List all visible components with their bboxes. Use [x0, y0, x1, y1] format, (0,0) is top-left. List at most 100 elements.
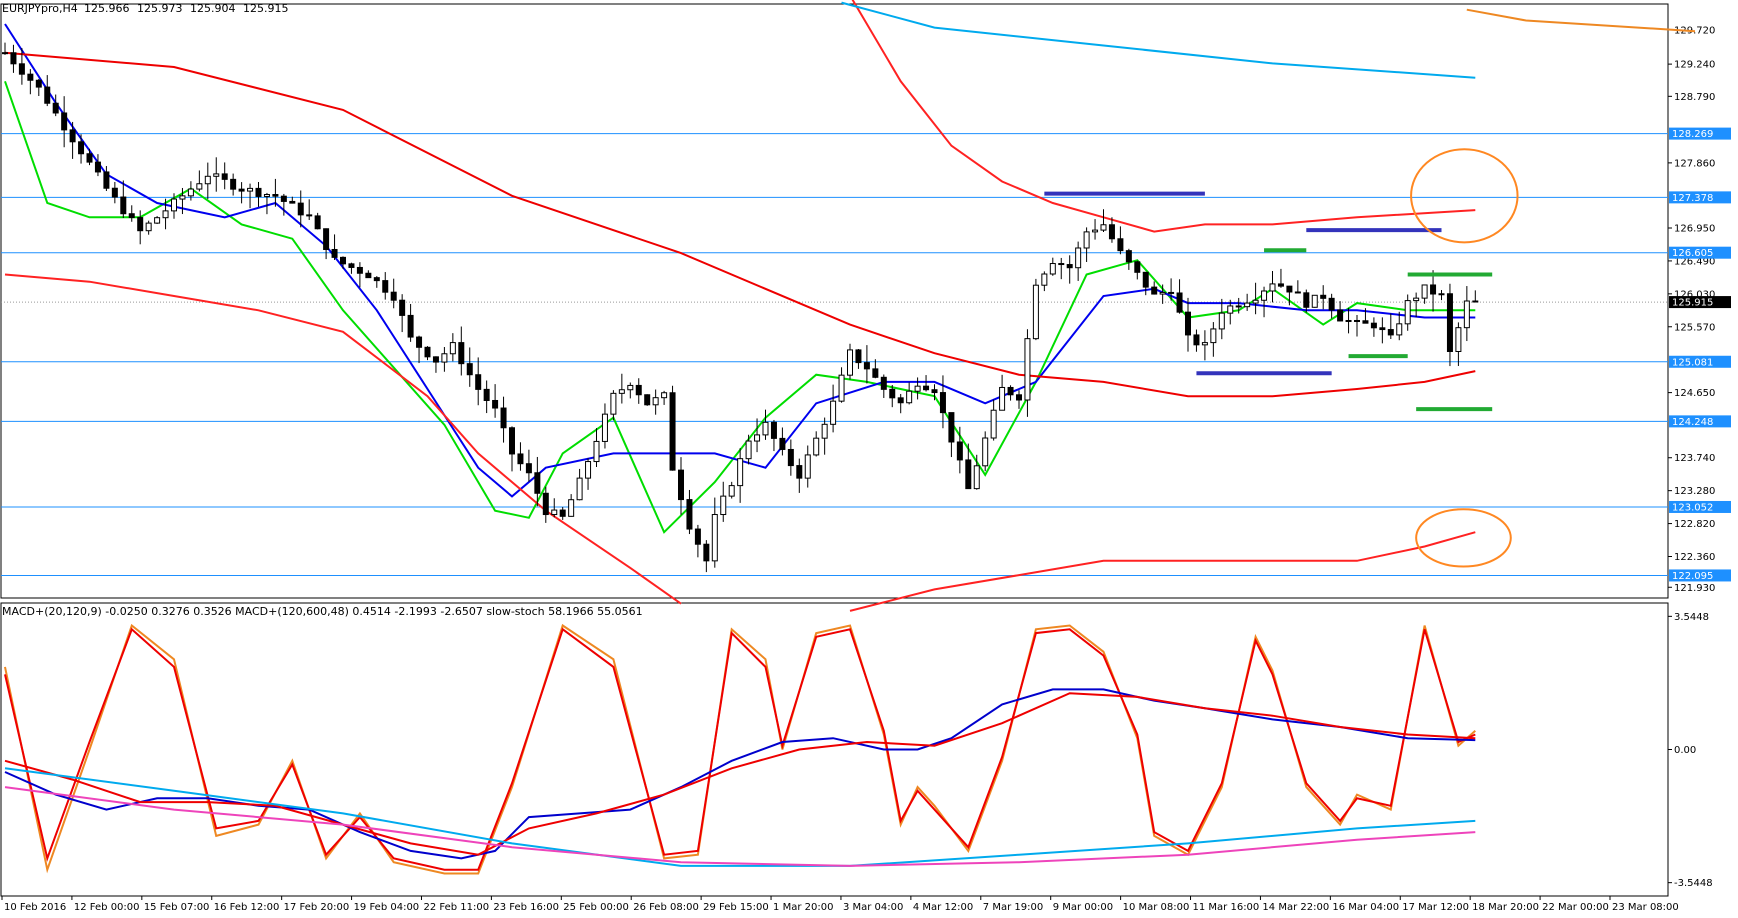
bear-candle	[770, 421, 777, 439]
last-price-tag	[1669, 296, 1731, 309]
y-tick-label: 126.490	[1674, 256, 1715, 267]
bear-candle	[1446, 293, 1453, 352]
bull-candle	[762, 421, 769, 436]
bull-candle	[1218, 312, 1225, 330]
bear-candle	[965, 459, 972, 490]
bull-candle	[627, 384, 634, 391]
bear-candle	[1328, 297, 1335, 311]
bear-candle	[525, 463, 532, 474]
bull-candle	[1227, 305, 1234, 314]
level-price-tag	[1669, 415, 1731, 428]
bull-candle	[145, 222, 152, 232]
bull-candle	[1092, 229, 1099, 233]
y-tick-label: 122.360	[1674, 552, 1715, 563]
indicator-plot-frame	[0, 602, 1669, 897]
ohlc-readout: 125.966 125.973 125.904 125.915	[84, 2, 289, 15]
bear-candle	[923, 385, 930, 391]
bear-candle	[297, 202, 304, 216]
bear-candle	[534, 472, 541, 494]
ohlc-low: 125.904	[190, 2, 236, 15]
bull-candle	[661, 392, 668, 399]
bear-candle	[1185, 311, 1191, 336]
x-tick-label: 3 Mar 04:00	[843, 902, 903, 913]
bear-candle	[52, 102, 59, 114]
bull-candle	[1396, 323, 1403, 336]
indicator-y-tick-label: 0.00	[1674, 745, 1696, 756]
bear-candle	[120, 196, 127, 215]
bull-candle	[1252, 299, 1259, 304]
bear-candle	[27, 73, 34, 81]
y-tick-label: 126.950	[1674, 224, 1715, 235]
bear-candle	[863, 362, 870, 370]
bull-candle	[830, 400, 837, 425]
level-price-label: 123.052	[1672, 502, 1713, 513]
bear-candle	[686, 499, 693, 530]
bear-candle	[35, 79, 42, 88]
bear-candle	[931, 389, 938, 394]
highlight-circle[interactable]	[1410, 148, 1519, 244]
bull-candle	[1244, 302, 1251, 308]
bull-candle	[982, 437, 989, 467]
bull-candle	[593, 440, 600, 463]
bear-candle	[78, 141, 85, 155]
bear-candle	[1387, 329, 1394, 336]
bear-candle	[889, 388, 896, 399]
x-tick-label: 15 Feb 07:00	[144, 902, 210, 913]
bear-candle	[44, 86, 51, 104]
bear-candle	[458, 342, 465, 365]
last-price-label: 125.915	[1672, 298, 1713, 309]
x-tick-label: 1 Mar 20:00	[773, 902, 833, 913]
bear-candle	[1125, 250, 1132, 263]
bull-candle	[1201, 342, 1208, 346]
bull-candle	[441, 353, 448, 363]
bear-candle	[880, 376, 887, 390]
bear-candle	[492, 399, 499, 409]
bear-candle	[1176, 292, 1183, 313]
indicator-series-line	[4, 623, 1476, 875]
bull-candle	[1455, 327, 1462, 352]
x-tick-label: 11 Mar 16:00	[1193, 902, 1260, 913]
bear-candle	[365, 272, 372, 279]
level-price-label: 127.378	[1672, 193, 1713, 204]
bear-candle	[669, 392, 676, 471]
indicator-series-line	[4, 692, 1476, 856]
bull-candle	[247, 187, 254, 192]
bear-candle	[306, 214, 313, 217]
bull-candle	[1049, 263, 1056, 275]
y-tick-label: 124.650	[1674, 388, 1715, 399]
bear-candle	[280, 195, 287, 202]
bull-candle	[1463, 300, 1470, 329]
bear-candle	[509, 427, 515, 455]
bear-candle	[69, 129, 76, 143]
bull-candle	[1041, 273, 1048, 286]
bull-candle	[154, 217, 161, 224]
x-tick-label: 29 Feb 15:00	[703, 902, 769, 913]
bull-candle	[720, 495, 727, 516]
bull-candle	[196, 183, 203, 190]
highlight-circle[interactable]	[1415, 508, 1512, 568]
bull-candle	[973, 465, 980, 490]
bull-candle	[999, 386, 1006, 411]
bull-candle	[754, 434, 761, 442]
bull-candle	[1261, 290, 1268, 301]
bear-candle	[94, 161, 101, 173]
moving-average-line	[4, 51, 1476, 398]
x-tick-label: 19 Feb 04:00	[354, 902, 420, 913]
bear-candle	[10, 52, 17, 65]
moving-average-line	[4, 273, 682, 605]
bull-candle	[585, 461, 592, 479]
bear-candle	[644, 394, 651, 406]
indicator-series-line	[4, 767, 1476, 867]
bull-candle	[171, 198, 177, 212]
bear-candle	[103, 171, 110, 189]
bear-candle	[230, 178, 237, 190]
bear-candle	[542, 492, 549, 516]
y-tick-label: 125.570	[1674, 322, 1715, 333]
bull-candle	[745, 440, 752, 460]
level-price-tag	[1669, 569, 1731, 582]
level-price-tag	[1669, 355, 1731, 368]
bull-candle	[838, 374, 845, 402]
bear-candle	[1320, 294, 1327, 299]
x-tick-label: 23 Mar 08:00	[1612, 902, 1679, 913]
